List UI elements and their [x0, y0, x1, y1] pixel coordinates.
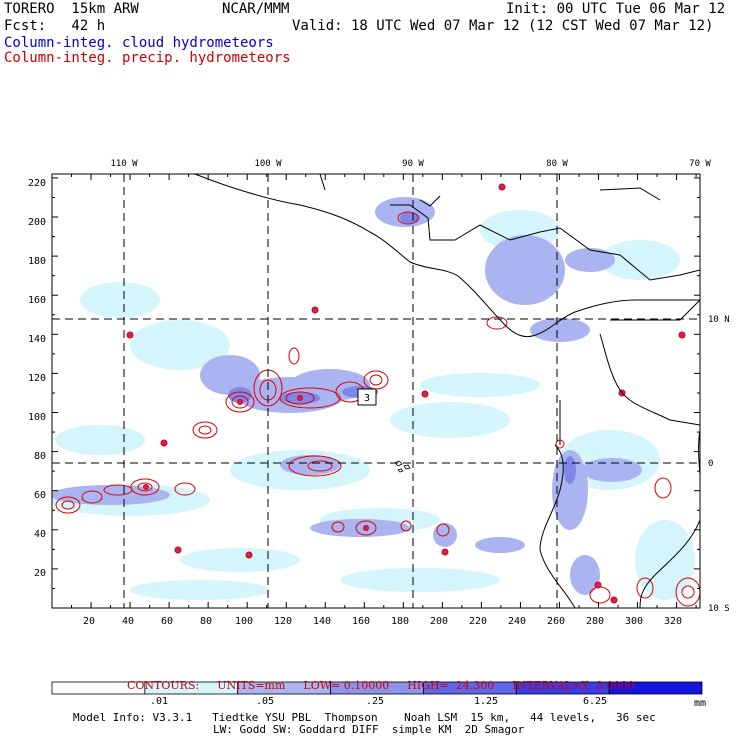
contour-info: CONTOURS: UNITS=mm LOW= 0.10000 HIGH= 24.30…: [120, 666, 653, 692]
y-tick-label: 120: [28, 373, 46, 384]
y-tick-label: 40: [34, 529, 46, 540]
axis-ticks: [51, 174, 700, 609]
high-label-box: [357, 388, 377, 406]
x-tick-label: 160: [352, 616, 370, 627]
x-tick-label: 320: [664, 616, 682, 627]
lat-label: 10 S: [708, 604, 730, 614]
x-tick-label: 220: [469, 616, 487, 627]
x-tick-label: 300: [625, 616, 643, 627]
x-tick-label: 280: [586, 616, 604, 627]
contour-interval: INTERVAL=X 3.0000: [512, 679, 635, 692]
x-tick-label: 120: [274, 616, 292, 627]
latitude-labels: 10 N 0 10 S: [708, 315, 730, 614]
colorbar-label: .25: [366, 696, 385, 707]
x-tick-label: 200: [430, 616, 448, 627]
y-tick-label: 100: [28, 412, 46, 423]
lat-lon-grid: [52, 174, 700, 608]
y-axis-labels: 20 40 60 80 100 120 140 160 180 200 220: [28, 178, 46, 579]
contour-low: LOW= 0.10000: [303, 679, 390, 692]
field-cloud-title: Column-integ. cloud hydrometeors: [4, 35, 274, 51]
precip-cores: [126, 183, 686, 604]
x-tick-label: 180: [391, 616, 409, 627]
colorbar-swatch: [608, 681, 703, 695]
contour-label: CONTOURS:: [127, 679, 200, 692]
contour-high: HIGH= 24.300: [407, 679, 495, 692]
lat-label: 0: [708, 459, 713, 469]
x-tick-label: 80: [200, 616, 212, 627]
lon-label: 110 W: [110, 159, 138, 169]
coastlines: [194, 174, 700, 608]
x-tick-label: 60: [161, 616, 173, 627]
cloud-mid-field: [52, 197, 642, 595]
y-tick-label: 20: [34, 568, 46, 579]
galapagos-islands: [394, 460, 411, 473]
init-time: Init: 00 UTC Tue 06 Mar 12: [506, 1, 726, 17]
y-tick-label: 220: [28, 178, 46, 189]
y-tick-label: 180: [28, 256, 46, 267]
y-tick-label: 160: [28, 295, 46, 306]
y-tick-label: 80: [34, 451, 46, 462]
colorbar: [51, 681, 703, 695]
y-tick-label: 60: [34, 490, 46, 501]
physics-info: LW: Godd SW: Goddard DIFF simple KM 2D S…: [213, 723, 525, 736]
colorbar-label: 1.25: [474, 696, 499, 707]
map-frame: [51, 173, 701, 609]
x-tick-label: 260: [547, 616, 565, 627]
high-label: 3: [364, 393, 370, 404]
x-tick-label: 140: [313, 616, 331, 627]
lon-label: 70 W: [689, 159, 711, 169]
x-tick-label: 40: [122, 616, 134, 627]
x-tick-label: 100: [235, 616, 253, 627]
longitude-labels: 110 W 100 W 90 W 80 W 70 W: [110, 159, 711, 169]
precip-contours: [55, 211, 700, 607]
lon-label: 80 W: [546, 159, 568, 169]
model-name: TORERO 15km ARW: [4, 1, 139, 17]
colorbar-label: 6.25: [583, 696, 608, 707]
x-axis-labels: 20 40 60 80 100 120 140 160 180 200 220 …: [83, 616, 682, 627]
lon-label: 100 W: [254, 159, 282, 169]
model-info: Model Info: V3.3.1 Tiedtke YSU PBL Thomp…: [73, 711, 656, 724]
y-tick-label: 200: [28, 217, 46, 228]
forecast-hour: Fcst: 42 h: [4, 18, 106, 34]
map-fields: [52, 174, 700, 608]
y-tick-label: 140: [28, 334, 46, 345]
colorbar-label: .05: [256, 696, 275, 707]
lon-label: 90 W: [402, 159, 424, 169]
colorbar-unit: mm: [694, 698, 707, 709]
lat-label: 10 N: [708, 315, 730, 325]
center-name: NCAR/MMM: [222, 1, 290, 17]
x-tick-label: 240: [508, 616, 526, 627]
contour-units: UNITS=mm: [217, 679, 286, 692]
field-precip-title: Column-integ. precip. hydrometeors: [4, 50, 291, 66]
colorbar-label: .01: [150, 696, 169, 707]
x-tick-label: 20: [83, 616, 95, 627]
valid-time: Valid: 18 UTC Wed 07 Mar 12 (12 CST Wed …: [292, 18, 714, 34]
